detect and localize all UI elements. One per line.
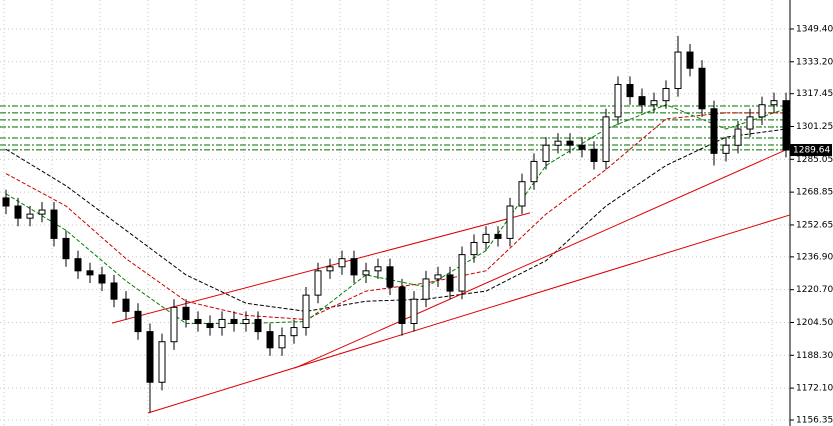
candle-body xyxy=(170,306,178,343)
candle-body xyxy=(422,278,430,300)
candle-body xyxy=(266,331,274,349)
candle-body xyxy=(590,148,598,162)
candle-body xyxy=(602,116,610,162)
y-tick-label: 1252.65 xyxy=(796,220,833,230)
trend-line xyxy=(294,147,791,369)
candle-body xyxy=(50,209,58,239)
candle-body xyxy=(470,241,478,256)
candle-body xyxy=(542,144,550,162)
candle-body xyxy=(254,318,262,333)
y-tick-label: 1204.50 xyxy=(796,318,833,328)
moving-average xyxy=(5,128,787,312)
y-tick-label: 1220.70 xyxy=(796,285,833,295)
candle-body xyxy=(158,341,166,383)
candle-body xyxy=(98,274,106,284)
candle-body xyxy=(458,254,466,292)
y-tick-label: 1349.40 xyxy=(796,24,833,34)
candle-body xyxy=(302,294,310,329)
y-tick-label: 1172.10 xyxy=(796,384,833,394)
candle-body xyxy=(74,258,82,272)
candle-body xyxy=(746,116,754,130)
candle-body xyxy=(62,237,70,260)
moving-average xyxy=(5,112,786,320)
y-tick-label: 1156.35 xyxy=(796,416,833,426)
candle-body xyxy=(734,128,742,146)
candle-body xyxy=(218,318,226,329)
candle-body xyxy=(110,282,118,300)
candle-body xyxy=(686,51,694,69)
candle-body xyxy=(578,144,586,150)
y-tick-label: 1333.20 xyxy=(796,57,833,67)
candle-body xyxy=(494,233,502,239)
candle-body xyxy=(482,233,490,243)
candle-body xyxy=(554,140,562,146)
candle-body xyxy=(242,318,250,325)
candle-body xyxy=(566,140,574,146)
candle-body xyxy=(626,83,634,98)
candle-body xyxy=(650,100,658,106)
candle-body xyxy=(506,205,514,239)
candle-body xyxy=(26,213,34,219)
y-tick-label: 1317.45 xyxy=(796,89,833,99)
candle-body xyxy=(386,266,394,288)
candle-body xyxy=(374,266,382,272)
candle-body xyxy=(350,258,358,276)
candle-body xyxy=(38,209,46,215)
candle-body xyxy=(14,205,22,219)
candle-body xyxy=(434,274,442,280)
candle-body xyxy=(326,266,334,272)
vertical-grid xyxy=(3,0,773,426)
candle-body xyxy=(314,270,322,296)
candle-body xyxy=(122,298,130,312)
price-label-box xyxy=(790,144,832,157)
candle-body xyxy=(698,67,706,110)
y-tick-label: 1188.30 xyxy=(796,351,833,361)
candle-body xyxy=(2,197,10,207)
trend-line xyxy=(111,212,531,324)
candle-body xyxy=(290,327,298,337)
trend-line xyxy=(147,214,791,414)
y-tick-label: 1268.85 xyxy=(796,188,833,198)
candle-body xyxy=(86,270,94,276)
candle-body xyxy=(614,83,622,118)
y-tick-label: 1285.05 xyxy=(796,155,833,165)
candle-body xyxy=(638,96,646,106)
candle-body xyxy=(662,88,670,102)
candle-body xyxy=(278,335,286,349)
candle-body xyxy=(230,318,238,325)
candle-body xyxy=(782,100,790,151)
candle-body xyxy=(134,310,142,333)
candle-body xyxy=(146,331,154,383)
candle-body xyxy=(710,108,718,154)
candle-body xyxy=(770,100,778,106)
price-label: 1289.64 xyxy=(793,146,830,156)
candle-body xyxy=(530,160,538,183)
candle-body xyxy=(398,286,406,325)
candle-body xyxy=(338,258,346,268)
candle-body xyxy=(674,51,682,90)
candle-body xyxy=(722,144,730,154)
y-tick-label: 1236.90 xyxy=(796,252,833,262)
candle-body xyxy=(362,270,370,276)
candle-body xyxy=(446,274,454,292)
candle-body xyxy=(410,298,418,325)
candle-body xyxy=(758,104,766,118)
candle-body xyxy=(194,318,202,325)
candle-body xyxy=(182,306,190,320)
y-tick-label: 1301.25 xyxy=(796,122,833,132)
candle-body xyxy=(206,323,214,329)
candle-body xyxy=(518,181,526,207)
moving-average xyxy=(5,104,787,325)
